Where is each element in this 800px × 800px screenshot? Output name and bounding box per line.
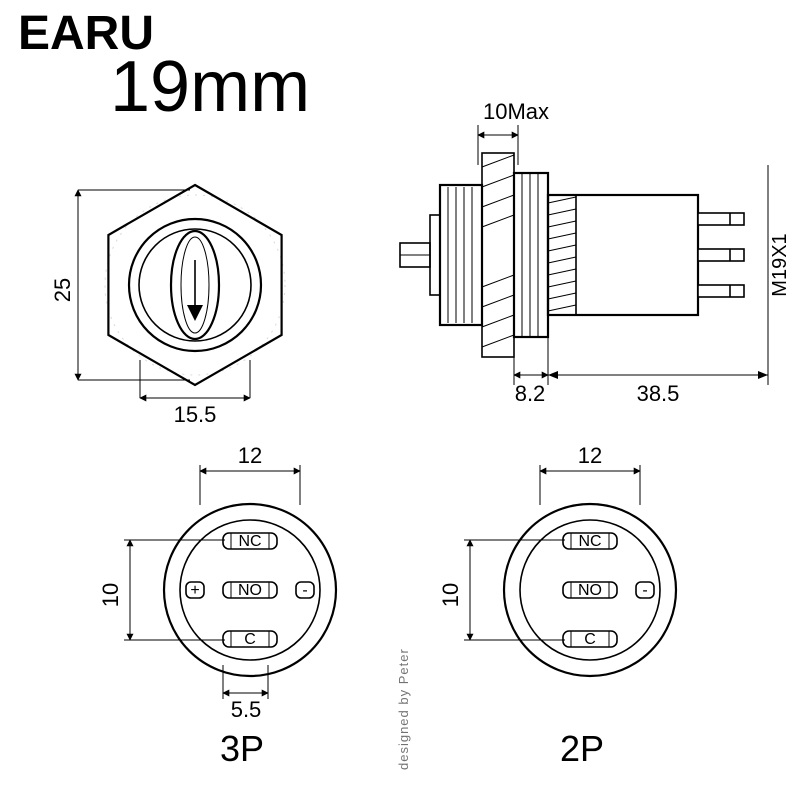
dim-panel-thickness: 10Max (483, 99, 549, 124)
dim-flange: 8.2 (515, 381, 546, 406)
pin-c-2: C (584, 631, 596, 648)
front-view: 25 15.5 (40, 130, 330, 430)
side-view: 10Max (370, 95, 800, 415)
pin-minus: - (302, 582, 307, 599)
dim-3p-height: 10 (98, 583, 123, 607)
pin-c: C (244, 631, 256, 648)
pinout-3p: 12 10 NC NO C + - 5.5 (90, 445, 390, 725)
credit-text: designed by Peter (396, 648, 411, 770)
pin-minus-2: - (642, 582, 647, 599)
pin-nc-2: NC (578, 533, 601, 550)
size-title: 19mm (110, 46, 310, 128)
dim-height: 25 (50, 278, 75, 302)
pin-no-2: NO (578, 582, 602, 599)
dim-body-length: 38.5 (637, 381, 680, 406)
pinout-2p: 12 10 NC NO C - (430, 445, 730, 725)
pin-nc: NC (238, 533, 261, 550)
dim-2p-height: 10 (438, 583, 463, 607)
dim-3p-offset: 5.5 (231, 697, 262, 722)
label-2p: 2P (560, 728, 604, 770)
pin-no: NO (238, 582, 262, 599)
dim-knob-width: 15.5 (174, 402, 217, 427)
label-3p: 3P (220, 728, 264, 770)
dim-2p-width: 12 (578, 445, 602, 468)
dim-3p-width: 12 (238, 445, 262, 468)
pin-plus: + (190, 582, 199, 599)
thread-label: M19X1 (769, 233, 791, 296)
